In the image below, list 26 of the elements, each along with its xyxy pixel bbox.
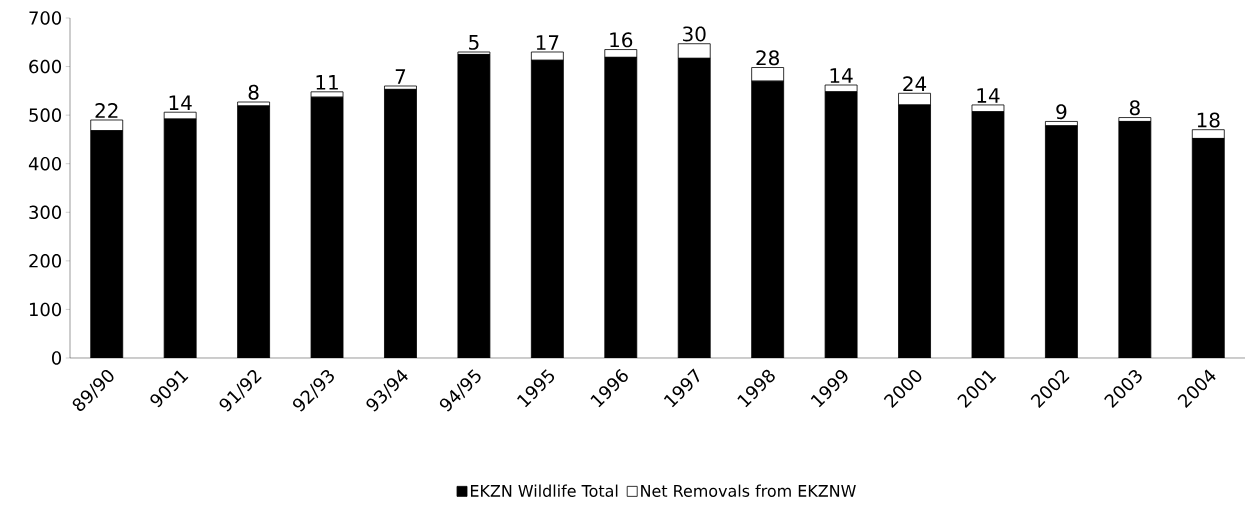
legend-label: Net Removals from EKZNW	[641, 484, 856, 497]
data-label: 7	[395, 69, 406, 84]
data-label: 16	[610, 32, 633, 48]
y-tick-label: 0	[52, 351, 62, 365]
y-tick-label: 100	[29, 302, 62, 317]
y-tick-label: 400	[28, 156, 62, 171]
data-label: 14	[977, 88, 1000, 103]
y-tick-label: 200	[29, 254, 62, 268]
y-tick-label: 500	[29, 108, 62, 122]
legend-label: EKZN Wildlife Total	[470, 484, 618, 497]
data-label: 18	[1197, 112, 1220, 128]
data-label: 24	[903, 76, 927, 92]
data-label: 14	[169, 95, 192, 111]
y-tick-label: 700	[29, 11, 62, 25]
y-tick-label: 600	[29, 59, 62, 74]
data-label: 28	[756, 50, 779, 66]
data-label: 9	[1056, 104, 1067, 120]
data-label: 8	[248, 84, 259, 100]
data-label: 11	[316, 75, 338, 90]
data-label: 22	[95, 103, 118, 118]
data-label: 17	[536, 35, 559, 50]
data-label: 14	[830, 68, 853, 83]
data-label: 30	[683, 26, 706, 42]
data-label: 8	[1129, 100, 1140, 116]
y-tick-label: 300	[29, 205, 62, 220]
data-label: 5	[469, 34, 479, 50]
